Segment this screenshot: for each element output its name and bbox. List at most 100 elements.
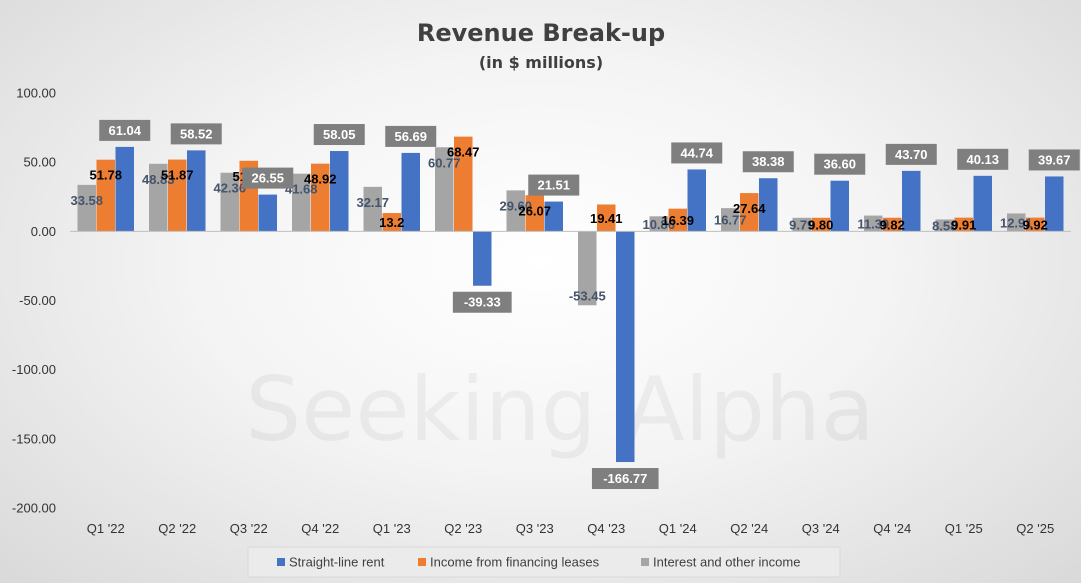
bar-income-from-financing-leases [454,136,473,232]
data-label-straight-line-rent: 36.60 [823,157,856,172]
y-tick-label: 0.00 [31,224,56,239]
bar-interest-and-other-income [220,172,239,232]
bar-straight-line-rent [616,231,635,463]
legend-swatch-income-from-financing-leases [418,558,426,566]
data-label-straight-line-rent: 26.55 [251,171,284,186]
legend-label-straight-line-rent: Straight-line rent [289,555,385,570]
bar-straight-line-rent [258,194,277,232]
data-label-interest-and-other-income: 10.86 [642,217,675,232]
data-label-income-from-financing-leases: 26.07 [518,203,551,218]
data-label-straight-line-rent: 44.74 [680,145,713,160]
x-tick-label: Q1 '22 [87,521,125,536]
bar-interest-and-other-income [363,186,382,232]
bar-income-from-financing-leases [168,159,187,232]
x-tick-label: Q2 '25 [1016,521,1054,536]
bar-straight-line-rent [687,169,706,232]
data-label-straight-line-rent: 38.38 [752,154,785,169]
bar-interest-and-other-income [1007,213,1026,232]
data-label-interest-and-other-income: 60.77 [428,155,461,170]
x-tick-label: Q2 '24 [730,521,768,536]
x-tick-label: Q4 '24 [873,521,911,536]
data-label-interest-and-other-income: 48.83 [142,172,175,187]
bar-income-from-financing-leases [1026,217,1045,232]
data-label-income-from-financing-leases: 9.80 [808,218,833,233]
bar-income-from-financing-leases [668,208,687,232]
data-label-income-from-financing-leases: 27.64 [733,201,766,216]
data-label-interest-and-other-income: 9.79 [789,218,814,233]
data-label-straight-line-rent: 21.51 [537,178,570,193]
legend-label-interest-and-other-income: Interest and other income [653,555,800,570]
chart-subtitle: (in $ millions) [479,53,603,72]
bar-straight-line-rent [759,178,778,232]
y-tick-label: 50.00 [23,155,56,170]
bar-interest-and-other-income [721,208,740,232]
bar-income-from-financing-leases [883,217,902,232]
bar-straight-line-rent [115,146,134,232]
y-tick-label: -100.00 [12,362,56,377]
data-label-box [242,167,294,189]
x-tick-label: Q2 '22 [158,521,196,536]
data-label-income-from-financing-leases: 51.87 [161,168,194,183]
data-label-straight-line-rent: -166.77 [603,471,647,486]
bar-straight-line-rent [401,152,420,232]
bar-income-from-financing-leases [597,204,616,232]
data-label-interest-and-other-income: 32.17 [356,195,389,210]
bar-income-from-financing-leases [525,195,544,232]
bar-income-from-financing-leases [96,159,115,232]
data-label-interest-and-other-income: 42.36 [213,181,246,196]
x-tick-label: Q3 '24 [802,521,840,536]
bar-straight-line-rent [473,231,492,286]
data-label-box [591,468,659,490]
data-label-box [957,148,1009,170]
data-label-interest-and-other-income: 11.39 [857,216,889,231]
y-tick-label: -200.00 [12,501,56,516]
legend-label-income-from-financing-leases: Income from financing leases [430,555,600,570]
watermark: Seeking Alpha [245,358,874,461]
data-label-income-from-financing-leases: 68.47 [447,145,480,160]
y-tick-label: 100.00 [16,86,56,101]
data-label-income-from-financing-leases: 13.2 [379,215,404,230]
y-axis: 100.00 50.00 0.00 -50.00 -100.00 -150.00 -200.… [12,86,56,516]
bar-interest-and-other-income [149,163,168,232]
x-tick-label: Q3 '23 [516,521,554,536]
data-label-box [528,174,580,196]
legend-swatch-straight-line-rent [277,558,285,566]
bar-straight-line-rent [330,151,349,232]
data-label-box [814,153,866,175]
bar-interest-and-other-income [792,217,811,232]
data-label-interest-and-other-income: -53.45 [569,288,606,303]
data-label-income-from-financing-leases: 9.91 [951,217,976,232]
bar-straight-line-rent [830,180,849,232]
x-tick-label: Q2 '23 [444,521,482,536]
bar-straight-line-rent [544,201,563,232]
data-label-interest-and-other-income: 8.58 [932,218,957,233]
legend-box [247,546,841,578]
data-label-income-from-financing-leases: 9.92 [1023,217,1048,232]
data-label-income-from-financing-leases: 48.92 [304,172,337,187]
data-label-interest-and-other-income: 16.77 [714,213,747,228]
bar-interest-and-other-income [864,215,883,232]
data-label-interest-and-other-income: 29.60 [499,198,532,213]
data-label-income-from-financing-leases: 51.78 [89,168,122,183]
data-label-box [385,125,437,147]
bar-interest-and-other-income [77,184,96,232]
bar-interest-and-other-income [292,173,311,232]
data-label-straight-line-rent: 39.67 [1038,152,1071,167]
data-label-straight-line-rent: 61.04 [108,123,141,138]
x-axis: Q1 '22 Q2 '22 Q3 '22 Q4 '22 Q1 '23 Q2 '23 Q3 '… [87,521,1054,536]
bar-straight-line-rent [187,150,206,232]
bar-straight-line-rent [902,170,921,232]
legend-swatch-interest-and-other-income [641,558,649,566]
bar-interest-and-other-income [578,231,597,306]
bar-income-from-financing-leases [382,213,401,232]
bar-interest-and-other-income [649,216,668,232]
data-label-box [671,142,723,164]
data-label-box [313,124,365,146]
x-tick-label: Q3 '22 [230,521,268,536]
y-tick-label: -50.00 [19,293,56,308]
x-tick-label: Q1 '25 [945,521,983,536]
data-label-straight-line-rent: -39.33 [464,295,501,310]
data-label-straight-line-rent: 58.05 [323,127,356,142]
